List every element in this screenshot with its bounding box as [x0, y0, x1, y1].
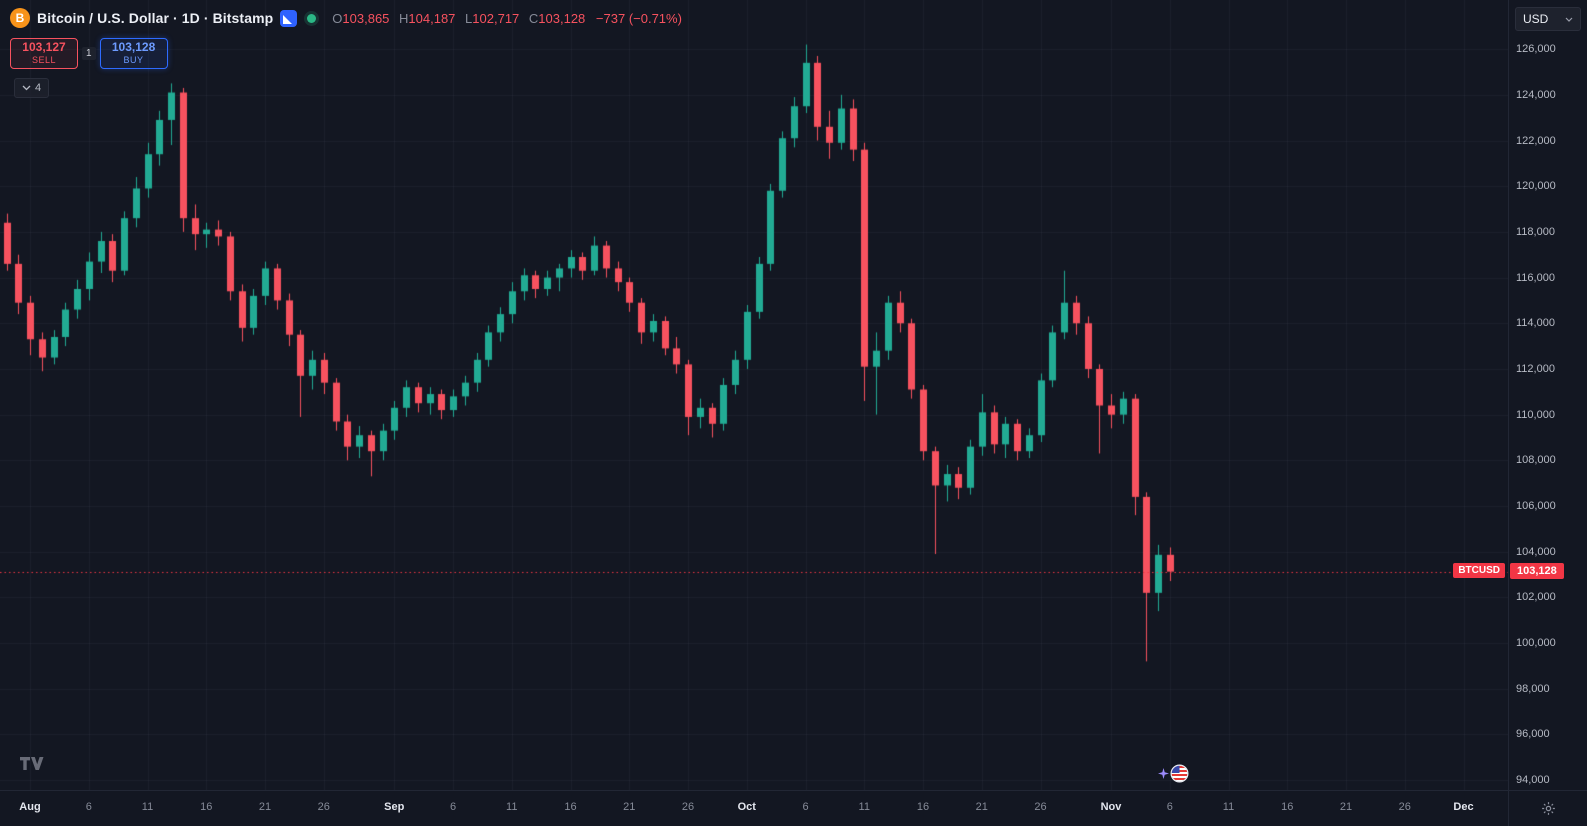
time-axis-day-label: 26 — [1034, 801, 1047, 813]
settings-gear-icon[interactable] — [1541, 801, 1556, 816]
time-axis-month-label: Nov — [1100, 801, 1122, 813]
low-label: L — [465, 10, 473, 26]
price-axis[interactable]: USD 126,000 124,000 122,000 120,000 118,000 1… — [1508, 0, 1587, 790]
us-event-flag-icon[interactable] — [1158, 764, 1189, 783]
price-axis-label: 122,000 — [1516, 134, 1556, 147]
buy-button-label: BUY — [123, 55, 144, 66]
time-axis-day-label: 11 — [1222, 801, 1235, 813]
price-axis-label: 98,000 — [1516, 682, 1550, 695]
time-axis-day-label: 16 — [564, 801, 577, 813]
high-label: H — [399, 10, 409, 26]
price-axis-label: 118,000 — [1516, 225, 1555, 238]
price-axis-label: 100,000 — [1516, 637, 1556, 650]
time-axis-day-label: 21 — [975, 801, 988, 813]
time-axis-month-label: Aug — [19, 801, 41, 813]
time-axis-day-label: 26 — [681, 801, 695, 813]
time-axis-day-label: 11 — [858, 801, 870, 813]
currency-selector-button[interactable]: USD — [1515, 7, 1581, 31]
price-axis-label: 120,000 — [1516, 180, 1556, 193]
time-axis-month-label: Dec — [1453, 801, 1474, 813]
time-axis-day-label: 11 — [141, 801, 154, 813]
sell-button[interactable]: 103,127 SELL — [10, 38, 78, 69]
bitcoin-icon: B — [10, 8, 30, 28]
open-value: 103,865 — [342, 10, 390, 26]
time-axis-day-label: 26 — [1398, 801, 1411, 813]
buy-button[interactable]: 103,128 BUY — [99, 38, 168, 69]
candlestick-chart-canvas[interactable] — [0, 0, 1508, 790]
sell-button-label: SELL — [31, 55, 57, 66]
tradingview-logo[interactable] — [20, 756, 47, 776]
price-axis-label: 94,000 — [1516, 774, 1550, 787]
market-status-dot[interactable] — [307, 13, 317, 23]
high-value: 104,187 — [408, 10, 456, 26]
price-axis-label: 110,000 — [1516, 408, 1555, 421]
change-value: −737 (−0.71%) — [595, 10, 682, 26]
price-axis-label: 104,000 — [1516, 545, 1556, 558]
time-axis-day-label: 21 — [1339, 801, 1353, 813]
last-price-tag[interactable]: 103,128 — [1510, 562, 1564, 579]
symbol-title[interactable]: Bitcoin / U.S. Dollar · 1D · Bitstamp — [37, 10, 274, 26]
price-axis-label: 114,000 — [1516, 317, 1555, 330]
time-axis-day-label: 6 — [85, 801, 92, 813]
close-value: 103,128 — [538, 10, 586, 26]
time-axis-month-label: Oct — [737, 801, 756, 813]
price-axis-label: 102,000 — [1516, 591, 1556, 604]
price-axis-label: 96,000 — [1516, 728, 1550, 741]
bitstamp-logo-icon — [280, 9, 298, 27]
ohlc-readout: O103,865 H104,187 L102,717 C103,128 −737… — [326, 11, 682, 26]
price-axis-label: 126,000 — [1516, 43, 1556, 56]
time-axis-day-label: 6 — [802, 801, 809, 813]
time-axis-day-label: 16 — [916, 801, 930, 813]
time-axis-day-label: 6 — [1166, 801, 1173, 813]
price-axis-label: 124,000 — [1516, 88, 1556, 101]
time-axis-month-label: Sep — [384, 801, 405, 813]
time-axis-day-label: 16 — [1281, 801, 1294, 813]
chevron-down-icon — [22, 85, 31, 91]
symbol-legend: B Bitcoin / U.S. Dollar · 1D · Bitstamp … — [10, 8, 682, 28]
legend-collapse-chip[interactable]: 4 — [14, 78, 50, 98]
low-value: 102,717 — [472, 10, 520, 26]
price-axis-label: 108,000 — [1516, 454, 1556, 467]
chart-pane: B Bitcoin / U.S. Dollar · 1D · Bitstamp … — [0, 0, 1508, 790]
time-axis-day-label: 21 — [623, 801, 636, 813]
chevron-down-icon — [1565, 17, 1573, 22]
time-axis-day-label: 21 — [258, 801, 272, 813]
sell-price: 103,127 — [22, 40, 66, 55]
open-label: O — [332, 10, 343, 26]
axis-corner — [1508, 790, 1587, 826]
time-axis-day-label: 11 — [506, 801, 518, 813]
time-axis-day-label: 16 — [200, 801, 213, 813]
us-flag-icon — [1170, 764, 1189, 783]
price-line-symbol-tag[interactable]: BTCUSD — [1453, 562, 1505, 578]
time-axis[interactable]: Aug 6 11 16 21 26 Sep 6 11 16 21 26 Oct 6 11 16 21 26 Nov 6… — [0, 790, 1508, 826]
close-label: C — [528, 10, 539, 26]
price-axis-label: 112,000 — [1516, 362, 1555, 375]
buy-price: 103,128 — [111, 40, 156, 55]
sparkle-icon — [1158, 768, 1169, 779]
price-axis-label: 116,000 — [1516, 271, 1555, 284]
time-axis-day-label: 26 — [317, 801, 330, 813]
spread-value: 1 — [82, 47, 96, 60]
trade-widget: 103,127 SELL 1 103,128 BUY — [10, 38, 168, 69]
currency-selector-label: USD — [1523, 12, 1549, 26]
legend-chip-count: 4 — [35, 82, 42, 94]
price-axis-label: 106,000 — [1516, 500, 1556, 513]
time-axis-day-label: 6 — [449, 801, 457, 813]
